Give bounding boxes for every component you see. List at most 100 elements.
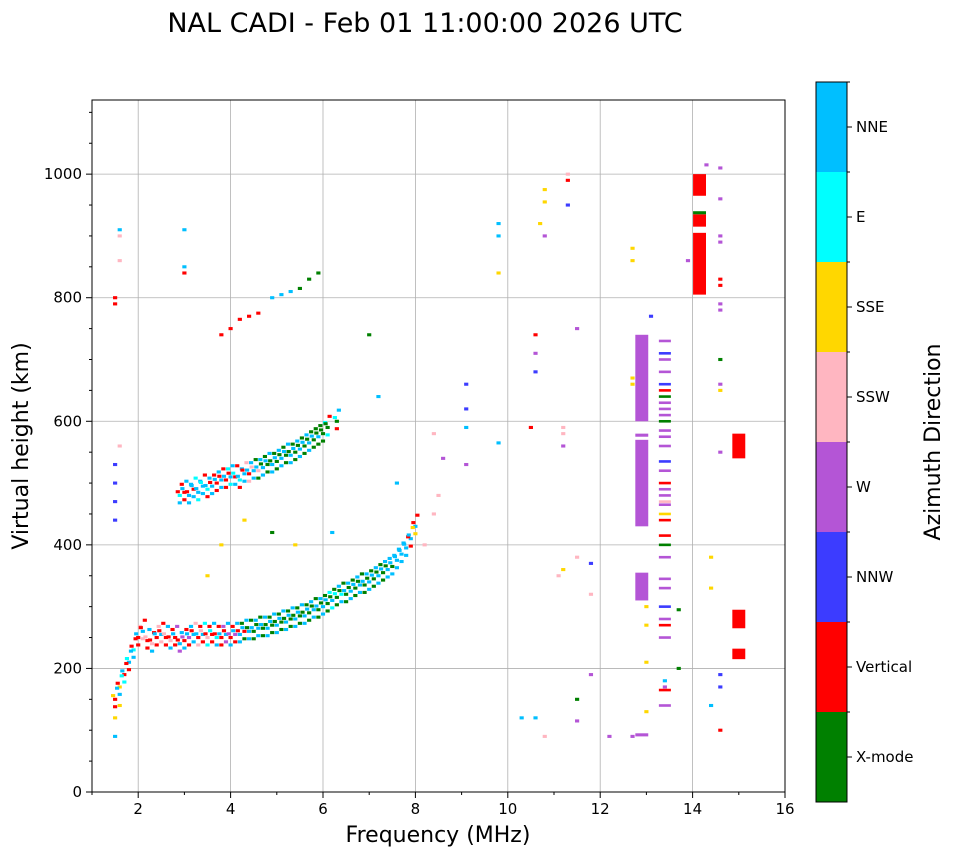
echo-point	[268, 459, 273, 463]
echo-point	[533, 333, 538, 337]
echo-point	[182, 646, 187, 650]
echo-point	[496, 441, 501, 445]
echo-point	[383, 564, 388, 568]
echo-point	[205, 574, 210, 578]
echo-dash	[658, 339, 671, 343]
echo-point	[182, 498, 187, 502]
echo-point	[464, 425, 469, 430]
echo-point	[415, 513, 420, 517]
colorbar-swatch	[816, 712, 847, 802]
echo-point	[718, 283, 723, 287]
echo-point	[588, 561, 594, 565]
echo-point	[260, 466, 266, 470]
echo-point	[120, 669, 125, 673]
echo-point	[205, 635, 210, 640]
echo-point	[161, 621, 166, 625]
colorbar: X-mode Vertical NNW W SSW SSE E NNE	[815, 81, 913, 803]
echo-point	[290, 442, 295, 446]
echo-point	[307, 611, 312, 615]
echo-point	[198, 480, 203, 484]
y-tick-label: 400	[53, 536, 82, 554]
echo-bar	[635, 334, 649, 422]
echo-point	[260, 473, 266, 477]
echo-point	[323, 598, 328, 602]
echo-point	[274, 459, 279, 463]
echo-point	[251, 629, 256, 633]
echo-point	[124, 656, 130, 661]
echo-point	[214, 481, 219, 485]
echo-point	[718, 357, 723, 362]
echo-point	[198, 629, 203, 633]
echo-point	[718, 277, 723, 281]
echo-point	[117, 259, 122, 263]
echo-point	[202, 473, 207, 477]
echo-point	[316, 271, 321, 275]
echo-point	[233, 640, 238, 644]
x-tick-label: 12	[591, 800, 610, 818]
echo-point	[113, 462, 118, 467]
colorbar-label: Azimuth Direction	[921, 343, 946, 540]
echo-point	[166, 635, 171, 639]
echo-point	[295, 439, 300, 443]
echo-point	[334, 595, 339, 599]
echo-dash	[658, 534, 671, 537]
echo-point	[247, 629, 252, 633]
echo-point	[249, 618, 254, 622]
colorbar-swatch	[816, 352, 847, 442]
echo-dash	[658, 555, 671, 559]
echo-point	[305, 437, 310, 441]
echo-point	[131, 655, 136, 659]
echo-point	[212, 632, 217, 636]
echo-point	[265, 462, 270, 467]
echo-point	[538, 222, 543, 226]
echo-point	[205, 487, 210, 491]
echo-point	[387, 556, 392, 560]
echo-point	[221, 629, 227, 633]
echo-point	[247, 472, 252, 476]
echo-point	[542, 234, 547, 238]
echo-point	[378, 567, 384, 571]
echo-dash	[658, 481, 671, 485]
echo-point	[336, 584, 341, 588]
echo-point	[113, 518, 118, 522]
echo-point	[300, 610, 305, 614]
echo-point	[422, 543, 427, 547]
echo-point	[304, 603, 309, 607]
echo-point	[223, 640, 229, 644]
echo-bar	[635, 572, 649, 601]
colorbar-tick-label: SSW	[856, 388, 890, 406]
echo-point	[575, 555, 580, 559]
echo-point	[163, 643, 168, 647]
echo-point	[344, 592, 349, 596]
echo-dash	[658, 389, 671, 392]
echo-dash	[658, 444, 671, 448]
echo-point	[219, 643, 224, 647]
colorbar-swatch	[816, 622, 847, 712]
echo-point	[117, 692, 122, 696]
echo-point	[542, 188, 547, 192]
echo-point	[226, 471, 231, 475]
echo-point	[256, 626, 261, 630]
echo-point	[344, 600, 349, 604]
echo-point	[304, 433, 309, 437]
echo-point	[142, 618, 147, 622]
echo-point	[630, 376, 635, 380]
echo-point	[630, 734, 635, 738]
echo-point	[575, 327, 580, 331]
echo-point	[208, 480, 213, 484]
echo-point	[607, 734, 612, 738]
echo-point	[718, 450, 723, 454]
echo-point	[113, 705, 118, 709]
echo-point	[149, 642, 155, 646]
echo-point	[179, 482, 184, 486]
echo-point	[249, 465, 254, 469]
echo-point	[272, 619, 277, 624]
echo-point	[369, 573, 374, 577]
x-tick-label: 14	[683, 800, 702, 818]
echo-point	[406, 533, 411, 537]
echo-point	[136, 635, 141, 640]
echo-point	[565, 203, 570, 207]
echo-point	[212, 477, 217, 481]
echo-dash	[658, 460, 671, 463]
echo-point	[353, 586, 358, 590]
